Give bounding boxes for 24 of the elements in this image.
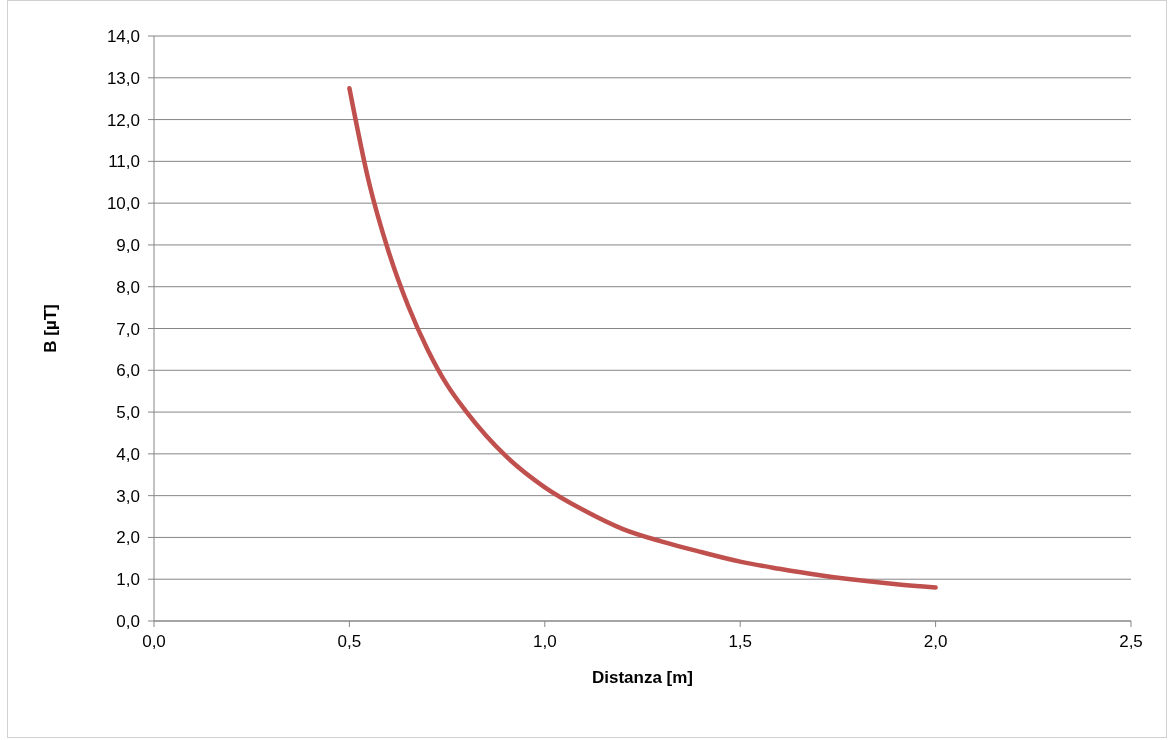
y-tick-label: 5,0 [116,403,140,423]
line-series [347,85,938,590]
y-tick-label: 3,0 [116,486,140,506]
y-tick-label: 6,0 [116,361,140,381]
x-tick-label: 0,5 [337,632,362,652]
y-tick-label: 0,0 [116,612,140,632]
x-tick-label: 0,0 [142,632,166,652]
x-tick-label: 2,5 [1119,632,1143,652]
y-tick-label: 11,0 [108,152,140,172]
x-tick-label: 2,0 [923,632,948,652]
x-tick-label: 1,5 [728,632,753,652]
y-tick-label: 4,0 [116,444,140,464]
y-axis-title: B [µT] [41,304,61,353]
y-tick-label: 13,0 [106,68,140,88]
y-tick-label: 14,0 [106,27,140,47]
y-tick-label: 7,0 [116,319,140,339]
y-tick-label: 2,0 [116,528,140,548]
y-tick-label: 1,0 [116,570,140,590]
y-tick-label: 10,0 [106,194,140,214]
y-tick-label: 9,0 [116,235,140,255]
x-axis-title: Distanza [m] [591,668,694,688]
y-tick-label: 12,0 [106,110,140,130]
y-tick-label: 8,0 [116,277,140,297]
x-tick-label: 1,0 [532,632,557,652]
